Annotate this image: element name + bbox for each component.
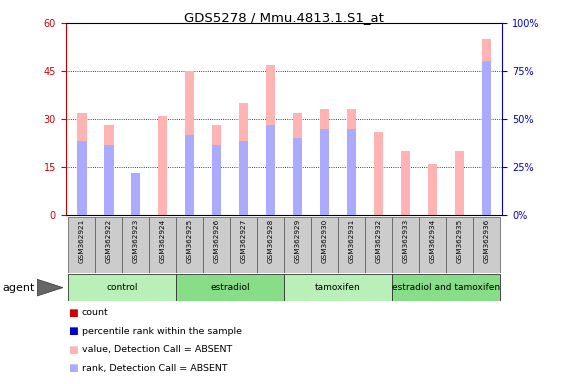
Bar — [149, 217, 176, 273]
Text: GSM362928: GSM362928 — [268, 218, 274, 263]
Bar — [311, 217, 338, 273]
Bar — [239, 141, 248, 215]
Text: GSM362932: GSM362932 — [376, 218, 381, 263]
Text: ■: ■ — [69, 308, 78, 318]
Bar — [69, 217, 95, 273]
Bar — [257, 217, 284, 273]
Bar — [77, 113, 87, 215]
Text: GDS5278 / Mmu.4813.1.S1_at: GDS5278 / Mmu.4813.1.S1_at — [184, 12, 384, 25]
Text: ■: ■ — [69, 345, 78, 355]
Text: GSM362931: GSM362931 — [348, 218, 355, 263]
Text: GSM362926: GSM362926 — [214, 218, 220, 263]
Bar — [131, 174, 140, 215]
Bar — [131, 174, 140, 215]
Text: ■: ■ — [69, 363, 78, 373]
Text: tamoxifen: tamoxifen — [315, 283, 361, 292]
Text: GSM362924: GSM362924 — [160, 218, 166, 263]
Text: estradiol: estradiol — [210, 283, 250, 292]
Text: GSM362921: GSM362921 — [79, 218, 85, 263]
Bar — [212, 145, 222, 215]
Bar — [266, 126, 275, 215]
Text: percentile rank within the sample: percentile rank within the sample — [82, 327, 242, 336]
Bar — [455, 151, 464, 215]
Text: GSM362929: GSM362929 — [295, 218, 300, 263]
Bar — [203, 217, 230, 273]
Text: rank, Detection Call = ABSENT: rank, Detection Call = ABSENT — [82, 364, 227, 373]
Bar — [104, 126, 114, 215]
Text: GSM362936: GSM362936 — [483, 218, 489, 263]
Text: GSM362927: GSM362927 — [240, 218, 247, 263]
Bar — [293, 113, 302, 215]
Text: GSM362930: GSM362930 — [321, 218, 328, 263]
Bar — [158, 116, 167, 215]
Bar — [347, 109, 356, 215]
Bar — [212, 126, 222, 215]
Bar — [266, 65, 275, 215]
Bar — [365, 217, 392, 273]
Bar — [419, 217, 446, 273]
Bar — [446, 217, 473, 273]
Bar — [185, 71, 194, 215]
Text: count: count — [82, 308, 108, 318]
Bar — [392, 217, 419, 273]
Bar — [185, 135, 194, 215]
Bar — [374, 132, 383, 215]
Text: GSM362934: GSM362934 — [429, 218, 435, 263]
Bar — [320, 109, 329, 215]
Bar — [428, 164, 437, 215]
Bar — [69, 274, 176, 301]
Text: control: control — [107, 283, 138, 292]
Bar — [176, 274, 284, 301]
Text: GSM362935: GSM362935 — [456, 218, 463, 263]
Bar — [338, 217, 365, 273]
Bar — [473, 217, 500, 273]
Bar — [239, 103, 248, 215]
Text: estradiol and tamoxifen: estradiol and tamoxifen — [392, 283, 500, 292]
Polygon shape — [37, 279, 63, 296]
Bar — [77, 141, 87, 215]
Bar — [176, 217, 203, 273]
Bar — [320, 129, 329, 215]
Bar — [392, 274, 500, 301]
Text: GSM362922: GSM362922 — [106, 218, 112, 263]
Text: agent: agent — [3, 283, 35, 293]
Bar — [401, 151, 410, 215]
Bar — [122, 217, 149, 273]
Text: ■: ■ — [69, 326, 78, 336]
Bar — [95, 217, 122, 273]
Text: value, Detection Call = ABSENT: value, Detection Call = ABSENT — [82, 345, 232, 354]
Bar — [481, 61, 491, 215]
Bar — [481, 39, 491, 215]
Text: GSM362923: GSM362923 — [133, 218, 139, 263]
Text: GSM362933: GSM362933 — [403, 218, 408, 263]
Bar — [284, 217, 311, 273]
Bar — [230, 217, 257, 273]
Bar — [104, 145, 114, 215]
Bar — [347, 129, 356, 215]
Text: GSM362925: GSM362925 — [187, 218, 192, 263]
Bar — [293, 138, 302, 215]
Bar — [284, 274, 392, 301]
